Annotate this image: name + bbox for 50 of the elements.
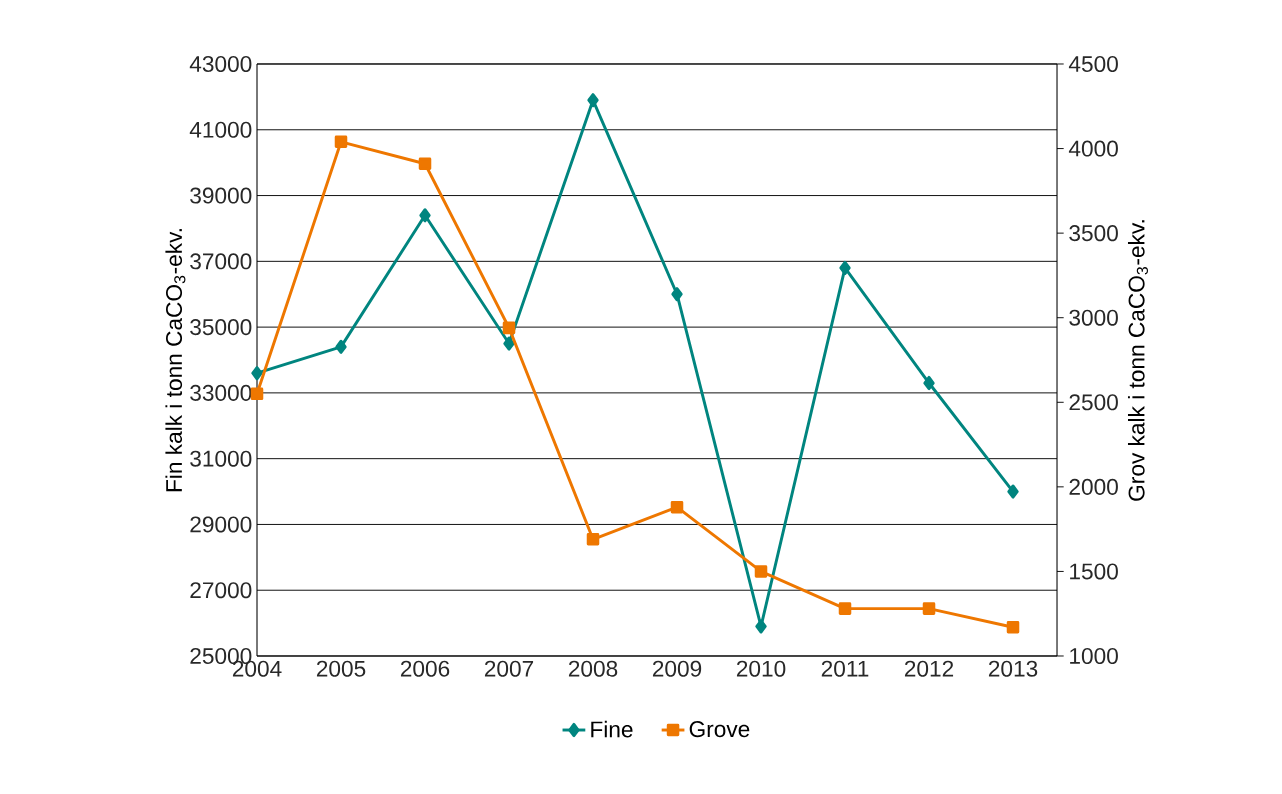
- x-tick-label: 2007: [484, 660, 534, 677]
- point: [419, 208, 431, 223]
- y2-tick-label: 4000: [1068, 140, 1118, 157]
- y-tick-label: 33000: [190, 384, 252, 401]
- y2-tick-label: 1000: [1070, 647, 1118, 665]
- x-tick-label: 2005: [316, 660, 366, 677]
- y2-tick-label: 4500: [1068, 55, 1118, 73]
- point: [503, 336, 515, 351]
- y2-tick-label: 2000: [1069, 478, 1118, 495]
- x-tick-label: 2006: [400, 660, 450, 677]
- y-tick-label: 29000: [190, 516, 252, 533]
- y2-tick-label: 2500: [1069, 394, 1118, 411]
- x-tick-label: 2013: [988, 660, 1038, 677]
- y-tick-label: 37000: [190, 253, 252, 270]
- y-axis-title: Fin kalk i tonn CaCO$_{3}$-ekv.: [165, 229, 186, 492]
- y2-tick-label: 3500: [1069, 225, 1118, 242]
- x-tick-label: 2009: [652, 660, 702, 677]
- y-tick-label: 43000: [189, 55, 252, 73]
- y2-axis-title: Grov kalk i tonn CaCO$_{3}$-ekv.: [1127, 220, 1148, 501]
- point: [838, 602, 852, 615]
- x-tick-label: 2011: [821, 660, 869, 677]
- point: [670, 500, 684, 514]
- y-tick-label: 39000: [190, 187, 252, 204]
- point: [334, 135, 348, 149]
- point: [335, 339, 347, 354]
- y2-tick-label: 1500: [1070, 563, 1118, 580]
- y-tick-label: 41000: [189, 121, 252, 138]
- point: [923, 375, 935, 391]
- point: [418, 157, 432, 171]
- point: [839, 260, 851, 275]
- point: [587, 93, 599, 108]
- y-tick-label: 27000: [190, 582, 252, 599]
- point: [586, 533, 600, 546]
- point: [251, 366, 263, 381]
- point: [754, 565, 768, 578]
- point: [922, 602, 936, 615]
- legend-label: Grove: [689, 721, 750, 738]
- point: [502, 321, 516, 335]
- y-tick-label: 35000: [190, 319, 252, 336]
- x-tick-label: 2010: [736, 660, 786, 677]
- y-tick-label: 31000: [190, 450, 252, 467]
- legend-label: Fine: [591, 720, 633, 738]
- point: [671, 287, 683, 302]
- point: [1007, 484, 1019, 499]
- x-tick-label: 2012: [904, 660, 954, 677]
- x-tick-label: 2008: [568, 660, 618, 677]
- y2-tick-label: 3000: [1069, 309, 1118, 326]
- point: [755, 619, 767, 634]
- point: [1006, 620, 1020, 634]
- point: [250, 387, 264, 401]
